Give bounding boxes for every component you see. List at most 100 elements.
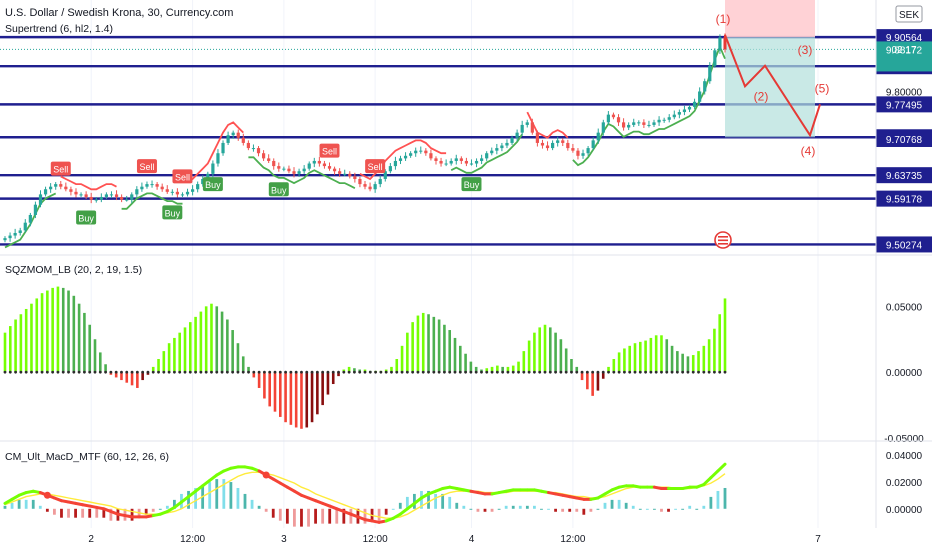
signal-label: Buy [271,185,287,195]
price-level-tag-label: 9.59178 [886,195,923,206]
sqz-dot [40,370,44,374]
buy-signal[interactable] [202,177,223,192]
sqz-dot [480,370,483,374]
candle-body [510,137,514,143]
sqz-bar [104,364,107,373]
sqz-bar [448,330,452,373]
candle-body [424,150,428,154]
sqz-dot [305,370,309,374]
candle-body [241,137,245,143]
macd-hist-bar [462,505,466,509]
candle-body [43,189,48,195]
sqz-dot [342,370,346,374]
macd-hist-bar [363,508,367,524]
macd-signal-line [4,471,726,519]
sqz-bar [220,311,224,373]
sqz-bar [432,316,436,373]
macd-hist-bar [645,508,649,510]
candle-body [89,196,93,200]
candle-body [79,194,83,196]
macd-hist-bar [109,508,113,521]
currency-badge[interactable] [895,5,923,23]
sqz-bar [580,372,584,381]
sqz-bar [670,345,674,373]
sqz-dot [506,370,510,374]
candle-body [601,122,605,133]
macd-axis-label: 0.02000 [886,478,923,489]
macd-hist-bar [391,508,395,510]
supertrend-legend[interactable]: Supertrend (6, hl2, 1.4) [5,23,113,35]
sqz-bar [564,348,568,373]
sqz-dot [278,370,282,374]
sqz-dot [575,370,579,374]
sqz-bar [300,372,303,429]
candle-body [586,148,590,154]
currency-badge-label: SEK [899,10,919,21]
macd-hist-bar [293,508,296,527]
sqz-bar [681,353,684,373]
sell-signal[interactable] [365,159,386,174]
sqz-bar [443,324,446,373]
candle-body [49,186,53,190]
sqz-dot [448,370,452,374]
sqzmom-legend[interactable]: SQZMOM_LB (20, 2, 19, 1.5) [5,264,142,276]
sqz-dot [45,370,49,374]
candle-body [292,171,296,174]
macd-hist-bar [589,508,593,512]
candle-body [191,189,195,192]
sell-signal[interactable] [50,161,71,176]
tradingview-logo-icon[interactable] [714,231,732,249]
candle-body [657,119,661,123]
sqz-bar [702,345,706,373]
macd-hist-bar [102,508,106,518]
sqz-dot [702,370,706,374]
sqz-bar [14,319,17,373]
macd-legend[interactable]: CM_Ult_MacD_MTF (60, 12, 26, 6) [5,451,169,463]
candle-body [99,196,103,200]
sqz-bar [273,372,277,412]
sqz-dot [437,370,441,374]
time-tick-label: 7 [815,534,821,545]
candle-body [419,150,423,152]
candle-body [246,142,250,149]
sqz-dot [654,370,658,374]
sqz-axis-label: 0.05000 [886,302,923,313]
buy-signal[interactable] [162,205,183,220]
candle-body [495,148,499,151]
candle-body [140,186,144,190]
sell-signal[interactable] [136,159,157,174]
sell-signal[interactable] [172,169,193,184]
buy-signal[interactable] [461,177,482,192]
sqz-bar [310,372,314,423]
sqz-bar [591,372,594,396]
sell-signal[interactable] [319,143,340,158]
macd-hist-bar [215,479,219,509]
candle-body [687,106,692,110]
sqz-bar [490,366,494,373]
candle-body [84,194,88,197]
candle-body [621,122,626,128]
macd-hist-bar [547,508,550,510]
sqz-dot [146,370,150,374]
supertrend-line [4,44,726,249]
sqz-bar [543,324,547,373]
sqz-dot [474,370,478,374]
candle-body [160,186,164,190]
wave-label: (3) [798,43,813,57]
sqz-bar [162,351,166,373]
price-axis-label: 9.80000 [886,87,923,98]
signal-label: Buy [205,180,221,190]
sqz-dot [723,370,727,374]
sqz-bar [56,286,60,373]
sqz-dot [104,370,107,374]
macd-hist-bar [603,502,607,509]
candle-body [322,163,327,167]
sqz-bar [305,372,309,428]
sqz-dot [580,370,584,374]
buy-signal[interactable] [76,210,97,225]
buy-signal[interactable] [268,182,289,197]
candle-body [637,122,641,124]
sqz-bar [316,372,319,415]
candle-body [216,153,220,164]
